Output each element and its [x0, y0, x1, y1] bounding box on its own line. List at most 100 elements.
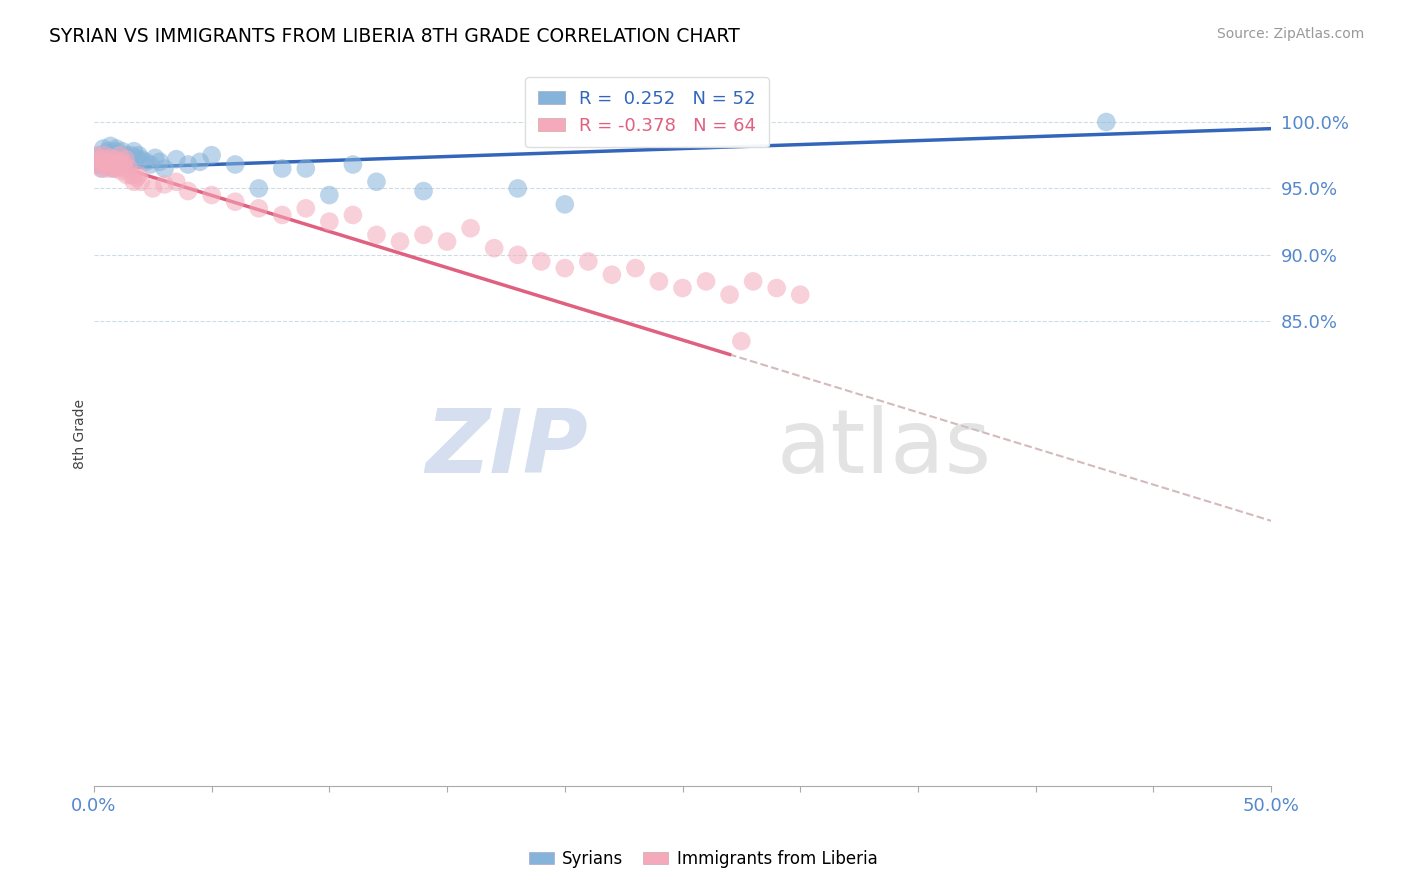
- Point: [107, 154, 129, 169]
- Point: [103, 154, 125, 169]
- Point: [1095, 115, 1118, 129]
- Point: [100, 151, 122, 165]
- Point: [765, 281, 787, 295]
- Point: [730, 334, 752, 348]
- Text: atlas: atlas: [776, 405, 991, 491]
- Point: [105, 142, 128, 156]
- Point: [165, 152, 187, 166]
- Point: [96, 148, 118, 162]
- Point: [554, 197, 576, 211]
- Point: [112, 151, 135, 165]
- Point: [128, 168, 150, 182]
- Point: [129, 175, 152, 189]
- Point: [121, 148, 143, 162]
- Point: [107, 152, 129, 166]
- Point: [121, 168, 143, 182]
- Point: [96, 161, 118, 176]
- Point: [153, 178, 176, 192]
- Point: [111, 145, 134, 159]
- Point: [101, 161, 124, 176]
- Point: [143, 151, 166, 165]
- Point: [139, 157, 162, 171]
- Point: [165, 175, 187, 189]
- Point: [97, 145, 120, 159]
- Point: [460, 221, 482, 235]
- Point: [153, 161, 176, 176]
- Point: [247, 181, 270, 195]
- Point: [201, 188, 224, 202]
- Point: [97, 154, 120, 169]
- Text: SYRIAN VS IMMIGRANTS FROM LIBERIA 8TH GRADE CORRELATION CHART: SYRIAN VS IMMIGRANTS FROM LIBERIA 8TH GR…: [49, 27, 740, 45]
- Point: [224, 157, 246, 171]
- Point: [671, 281, 693, 295]
- Point: [412, 227, 434, 242]
- Point: [342, 157, 364, 171]
- Point: [94, 152, 117, 166]
- Point: [104, 152, 127, 166]
- Point: [201, 148, 224, 162]
- Point: [366, 227, 388, 242]
- Point: [93, 148, 115, 162]
- Point: [789, 287, 811, 301]
- Point: [506, 181, 529, 195]
- Point: [111, 157, 134, 171]
- Point: [114, 154, 136, 169]
- Point: [93, 151, 115, 165]
- Point: [318, 214, 340, 228]
- Point: [114, 161, 136, 176]
- Point: [94, 157, 117, 171]
- Point: [105, 161, 128, 176]
- Point: [718, 287, 741, 301]
- Point: [90, 154, 112, 169]
- Point: [482, 241, 505, 255]
- Point: [125, 151, 148, 165]
- Point: [87, 157, 110, 171]
- Point: [98, 154, 121, 169]
- Y-axis label: 8th Grade: 8th Grade: [73, 399, 87, 469]
- Point: [107, 148, 129, 162]
- Point: [104, 145, 127, 159]
- Point: [295, 161, 318, 176]
- Point: [114, 152, 136, 166]
- Point: [695, 274, 717, 288]
- Point: [342, 208, 364, 222]
- Text: Source: ZipAtlas.com: Source: ZipAtlas.com: [1216, 27, 1364, 41]
- Point: [188, 154, 211, 169]
- Point: [271, 161, 294, 176]
- Point: [554, 261, 576, 276]
- Point: [177, 184, 200, 198]
- Point: [86, 152, 108, 166]
- Point: [87, 157, 110, 171]
- Point: [247, 202, 270, 216]
- Point: [624, 261, 647, 276]
- Point: [118, 154, 141, 169]
- Point: [412, 184, 434, 198]
- Point: [436, 235, 458, 249]
- Point: [648, 274, 671, 288]
- Point: [107, 157, 129, 171]
- Point: [177, 157, 200, 171]
- Point: [90, 161, 112, 176]
- Point: [98, 157, 121, 171]
- Point: [530, 254, 553, 268]
- Point: [91, 161, 114, 176]
- Point: [149, 154, 172, 169]
- Point: [101, 161, 124, 176]
- Point: [122, 175, 145, 189]
- Point: [100, 154, 122, 169]
- Point: [93, 142, 115, 156]
- Point: [318, 188, 340, 202]
- Point: [295, 202, 318, 216]
- Point: [506, 248, 529, 262]
- Point: [108, 148, 131, 162]
- Legend: Syrians, Immigrants from Liberia: Syrians, Immigrants from Liberia: [522, 844, 884, 875]
- Text: ZIP: ZIP: [426, 405, 588, 491]
- Point: [129, 152, 152, 166]
- Point: [89, 148, 111, 162]
- Legend: R =  0.252   N = 52, R = -0.378   N = 64: R = 0.252 N = 52, R = -0.378 N = 64: [526, 77, 769, 147]
- Point: [142, 181, 165, 195]
- Point: [112, 154, 135, 169]
- Point: [103, 157, 125, 171]
- Point: [224, 194, 246, 209]
- Point: [114, 148, 136, 162]
